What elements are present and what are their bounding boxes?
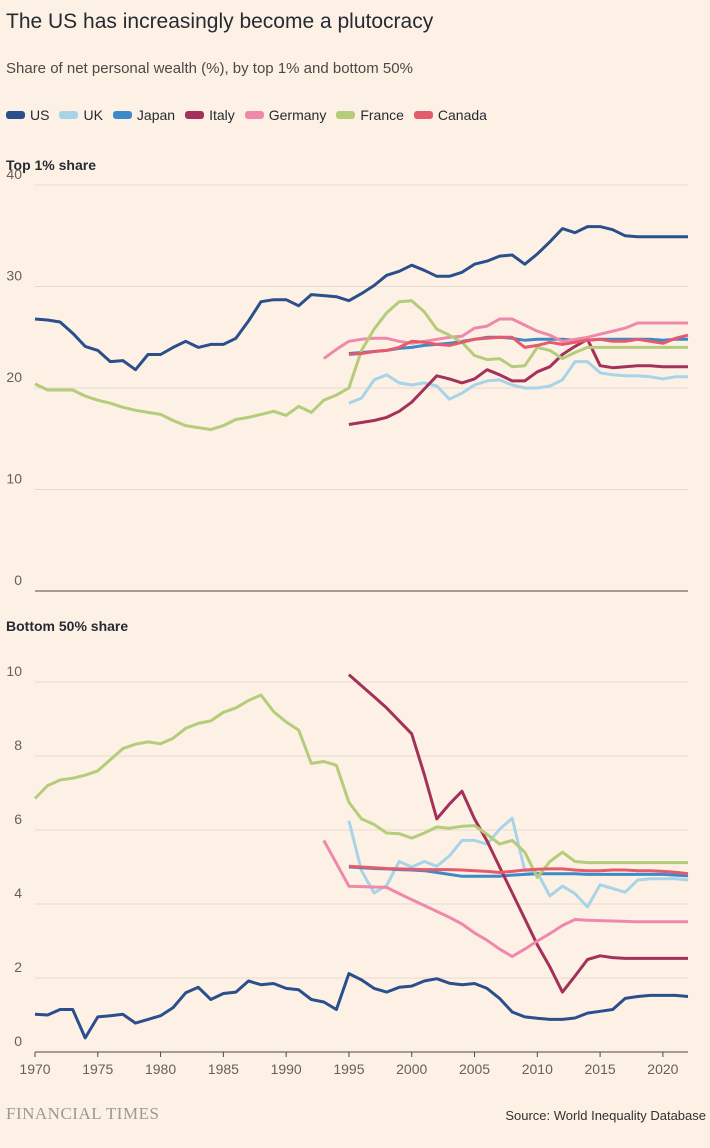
series-line-canada (348, 864, 689, 876)
ft-brand: FINANCIAL TIMES (6, 1104, 160, 1123)
y-tick-label: 2 (14, 959, 22, 975)
series-line-canada (348, 333, 689, 356)
y-tick-label: 20 (6, 369, 22, 385)
legend-item-germany: Germany (244, 107, 327, 123)
legend-label: Italy (209, 107, 235, 123)
x-tick-label: 1970 (19, 1061, 50, 1077)
series-line-us (34, 225, 688, 372)
series-line-uk (348, 360, 688, 405)
legend-swatch (112, 111, 132, 119)
chart-svg: Top 1% share 0 10 20 30 40 Bottom 50% share 0 2 4… (6, 157, 689, 1077)
source-note: Source: World Inequality Database (505, 1108, 706, 1123)
legend-item-italy: Italy (185, 107, 235, 123)
legend-item-uk: UK (59, 107, 103, 123)
x-tick-label: 2000 (396, 1061, 427, 1077)
x-tick-label: 2020 (647, 1061, 678, 1077)
y-tick-label: 6 (14, 811, 22, 827)
y-tick-label: 4 (14, 885, 22, 901)
series-line-france (34, 299, 688, 432)
legend-item-us: US (6, 107, 49, 123)
y-tick-label: 40 (6, 166, 22, 182)
panel-title: Top 1% share (6, 157, 96, 173)
y-tick-label: 10 (6, 471, 22, 487)
y-tick-label: 10 (6, 663, 22, 679)
legend-swatch (336, 111, 356, 119)
series-line-germany (322, 839, 688, 958)
panel-top-1: Top 1% share 0 10 20 30 40 (6, 157, 689, 592)
x-tick-label: 1995 (333, 1061, 364, 1077)
legend-swatch (413, 111, 433, 119)
x-tick-label: 1985 (208, 1061, 239, 1077)
x-tick-label: 1975 (82, 1061, 113, 1077)
legend-label: France (360, 107, 404, 123)
legend-swatch (244, 111, 264, 119)
legend-item-japan: Japan (112, 107, 176, 123)
chart-subtitle: Share of net personal wealth (%), by top… (6, 60, 413, 77)
x-tick-label: 2010 (522, 1061, 553, 1077)
legend-label: Germany (268, 107, 327, 123)
y-tick-label: 0 (14, 1033, 22, 1049)
chart-title: The US has increasingly become a plutocr… (6, 10, 434, 33)
legend-item-france: France (336, 107, 404, 123)
series-line-france (33, 693, 688, 879)
x-tick-label: 1980 (145, 1061, 176, 1077)
legend-label: US (30, 107, 50, 123)
y-tick-label: 8 (14, 737, 22, 753)
legend: US UK Japan Italy Germany France Canada (6, 107, 497, 123)
y-tick-label: 30 (6, 268, 22, 284)
panel-bottom-50: Bottom 50% share 0 2 4 6 8 10 1970 1975 1980 1985 1… (6, 618, 689, 1077)
series-line-italy (348, 337, 688, 426)
series-line-italy (347, 673, 688, 994)
panel-title: Bottom 50% share (6, 618, 128, 634)
legend-label: Canada (437, 107, 487, 123)
legend-label: UK (83, 107, 103, 123)
legend-item-canada: Canada (413, 107, 487, 123)
x-tick-label: 1990 (271, 1061, 302, 1077)
x-tick-label: 2005 (459, 1061, 490, 1077)
legend-swatch (6, 111, 25, 119)
legend-swatch (59, 111, 79, 119)
y-tick-label: 0 (14, 572, 22, 588)
series-line-germany (322, 317, 688, 360)
x-tick-label: 2015 (585, 1061, 616, 1077)
legend-label: Japan (136, 107, 176, 123)
legend-swatch (185, 111, 205, 119)
series-line-us (34, 972, 689, 1040)
